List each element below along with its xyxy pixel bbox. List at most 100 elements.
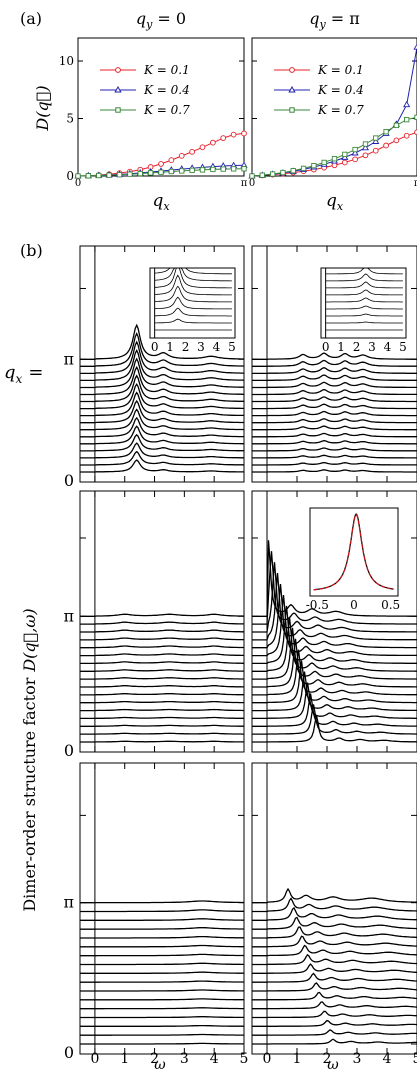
spectrum-curve [252,944,417,957]
spectrum-curve [80,661,244,665]
data-point [127,171,133,177]
x-tick-label: 0 [263,1051,272,1067]
inset-curve [154,267,232,289]
spectrum-curve [80,399,244,424]
spectrum-curve [252,660,417,704]
inset-curve [325,297,403,303]
inset-tick-label: 0 [322,340,330,354]
plot-frame [77,37,245,177]
inset-tick-label: 1 [337,340,345,354]
x-axis-label: qx [326,191,344,213]
inset-curve [325,289,403,296]
data-point [168,168,175,175]
spectrum-curve [252,425,417,431]
data-point [168,157,175,163]
spectrum-curve [80,442,244,459]
inset-curve [325,321,403,324]
spectrum-curve [252,906,417,921]
inset-tick-label: 0 [151,340,159,354]
data-point [383,142,389,149]
spectrum-curve [80,1016,244,1019]
spectrum-curve [252,540,417,617]
data-point [259,172,265,178]
spectrum-curve [80,357,244,389]
spectrum-curve [252,972,417,983]
data-point [341,159,348,166]
panel-b-r3-c2 [251,762,417,1055]
panel-b-r1-c2 [251,245,417,483]
data-point [199,144,206,151]
spectrum-curve [80,724,244,727]
spectrum-curve [80,433,244,452]
y-tick-label: 5 [66,112,74,126]
inset-curve [325,273,403,282]
x-tick-label: 0 [75,178,81,189]
spectrum-curve [252,953,417,966]
series-line [251,131,417,177]
spectrum-curve [80,918,244,921]
legend-label: K = 0.1 [317,63,364,77]
spectrum-curve [252,388,417,396]
data-point [393,122,400,129]
data-point [158,169,164,175]
spectrum-curve [252,916,417,930]
spectrum-curve [80,1007,244,1010]
spectrum-curve [80,416,244,438]
inset-curve [325,281,403,289]
inset-tick-label: 4 [213,340,221,354]
subplot-title: qy = 0 [136,9,186,31]
data-point [189,149,195,155]
spectrum-curve [80,971,244,974]
data-point [342,151,348,158]
data-point [300,165,307,172]
data-point [147,170,154,176]
y-tick-label-zero: 0 [64,741,74,760]
inset-tick-label: 3 [368,340,376,354]
x-tick-label: 2 [150,1051,159,1067]
inset-curve [325,313,403,317]
legend-marker [289,107,295,113]
spectrum-curve [80,980,245,983]
spectrum-curve [252,454,417,459]
legend-marker [115,107,121,113]
data-point [414,129,417,136]
spectrum-curve [80,740,244,743]
data-point [403,132,410,139]
spectrum-curve [252,897,417,913]
spectrum-curve [80,323,244,360]
inset-tick-label: 2 [353,340,361,354]
spectrum-curve [80,365,244,396]
spectrum-curve [80,382,244,410]
y-tick-label: 10 [59,54,74,68]
inset-curve [154,285,232,303]
plot-frame [251,37,417,177]
spectrum-curve [80,408,245,431]
spectrum-curve [252,381,417,389]
spectrum-curve [80,332,245,367]
data-point [241,130,247,137]
inset-tick-label: 5 [228,340,236,354]
spectrum-curve [252,682,417,720]
data-point [373,135,379,141]
spectrum-curve [252,704,417,735]
data-point [290,168,296,174]
spectrum-curve [252,982,417,992]
spectrum-curve [252,1029,417,1036]
spectrum-curve [252,352,417,360]
data-point [361,143,370,151]
legend-marker [289,67,295,73]
spectrum-curve [252,616,417,672]
data-point [362,141,369,147]
spectrum-curve [252,573,417,641]
inset-fit-curve [313,513,394,591]
x-tick-label: 5 [240,1051,249,1067]
plot-frame [251,490,417,753]
series-k-0-1: K = 0.1 [75,63,247,179]
data-point [230,166,237,172]
spectrum-curve [252,1038,417,1045]
spectrum-curve [252,605,417,665]
panel-b-ylabel-text: Dimer-order structure factor [20,677,39,911]
inset-tick-label: 0 [350,598,358,612]
y-axis-label: D(q⃗) [33,85,52,131]
